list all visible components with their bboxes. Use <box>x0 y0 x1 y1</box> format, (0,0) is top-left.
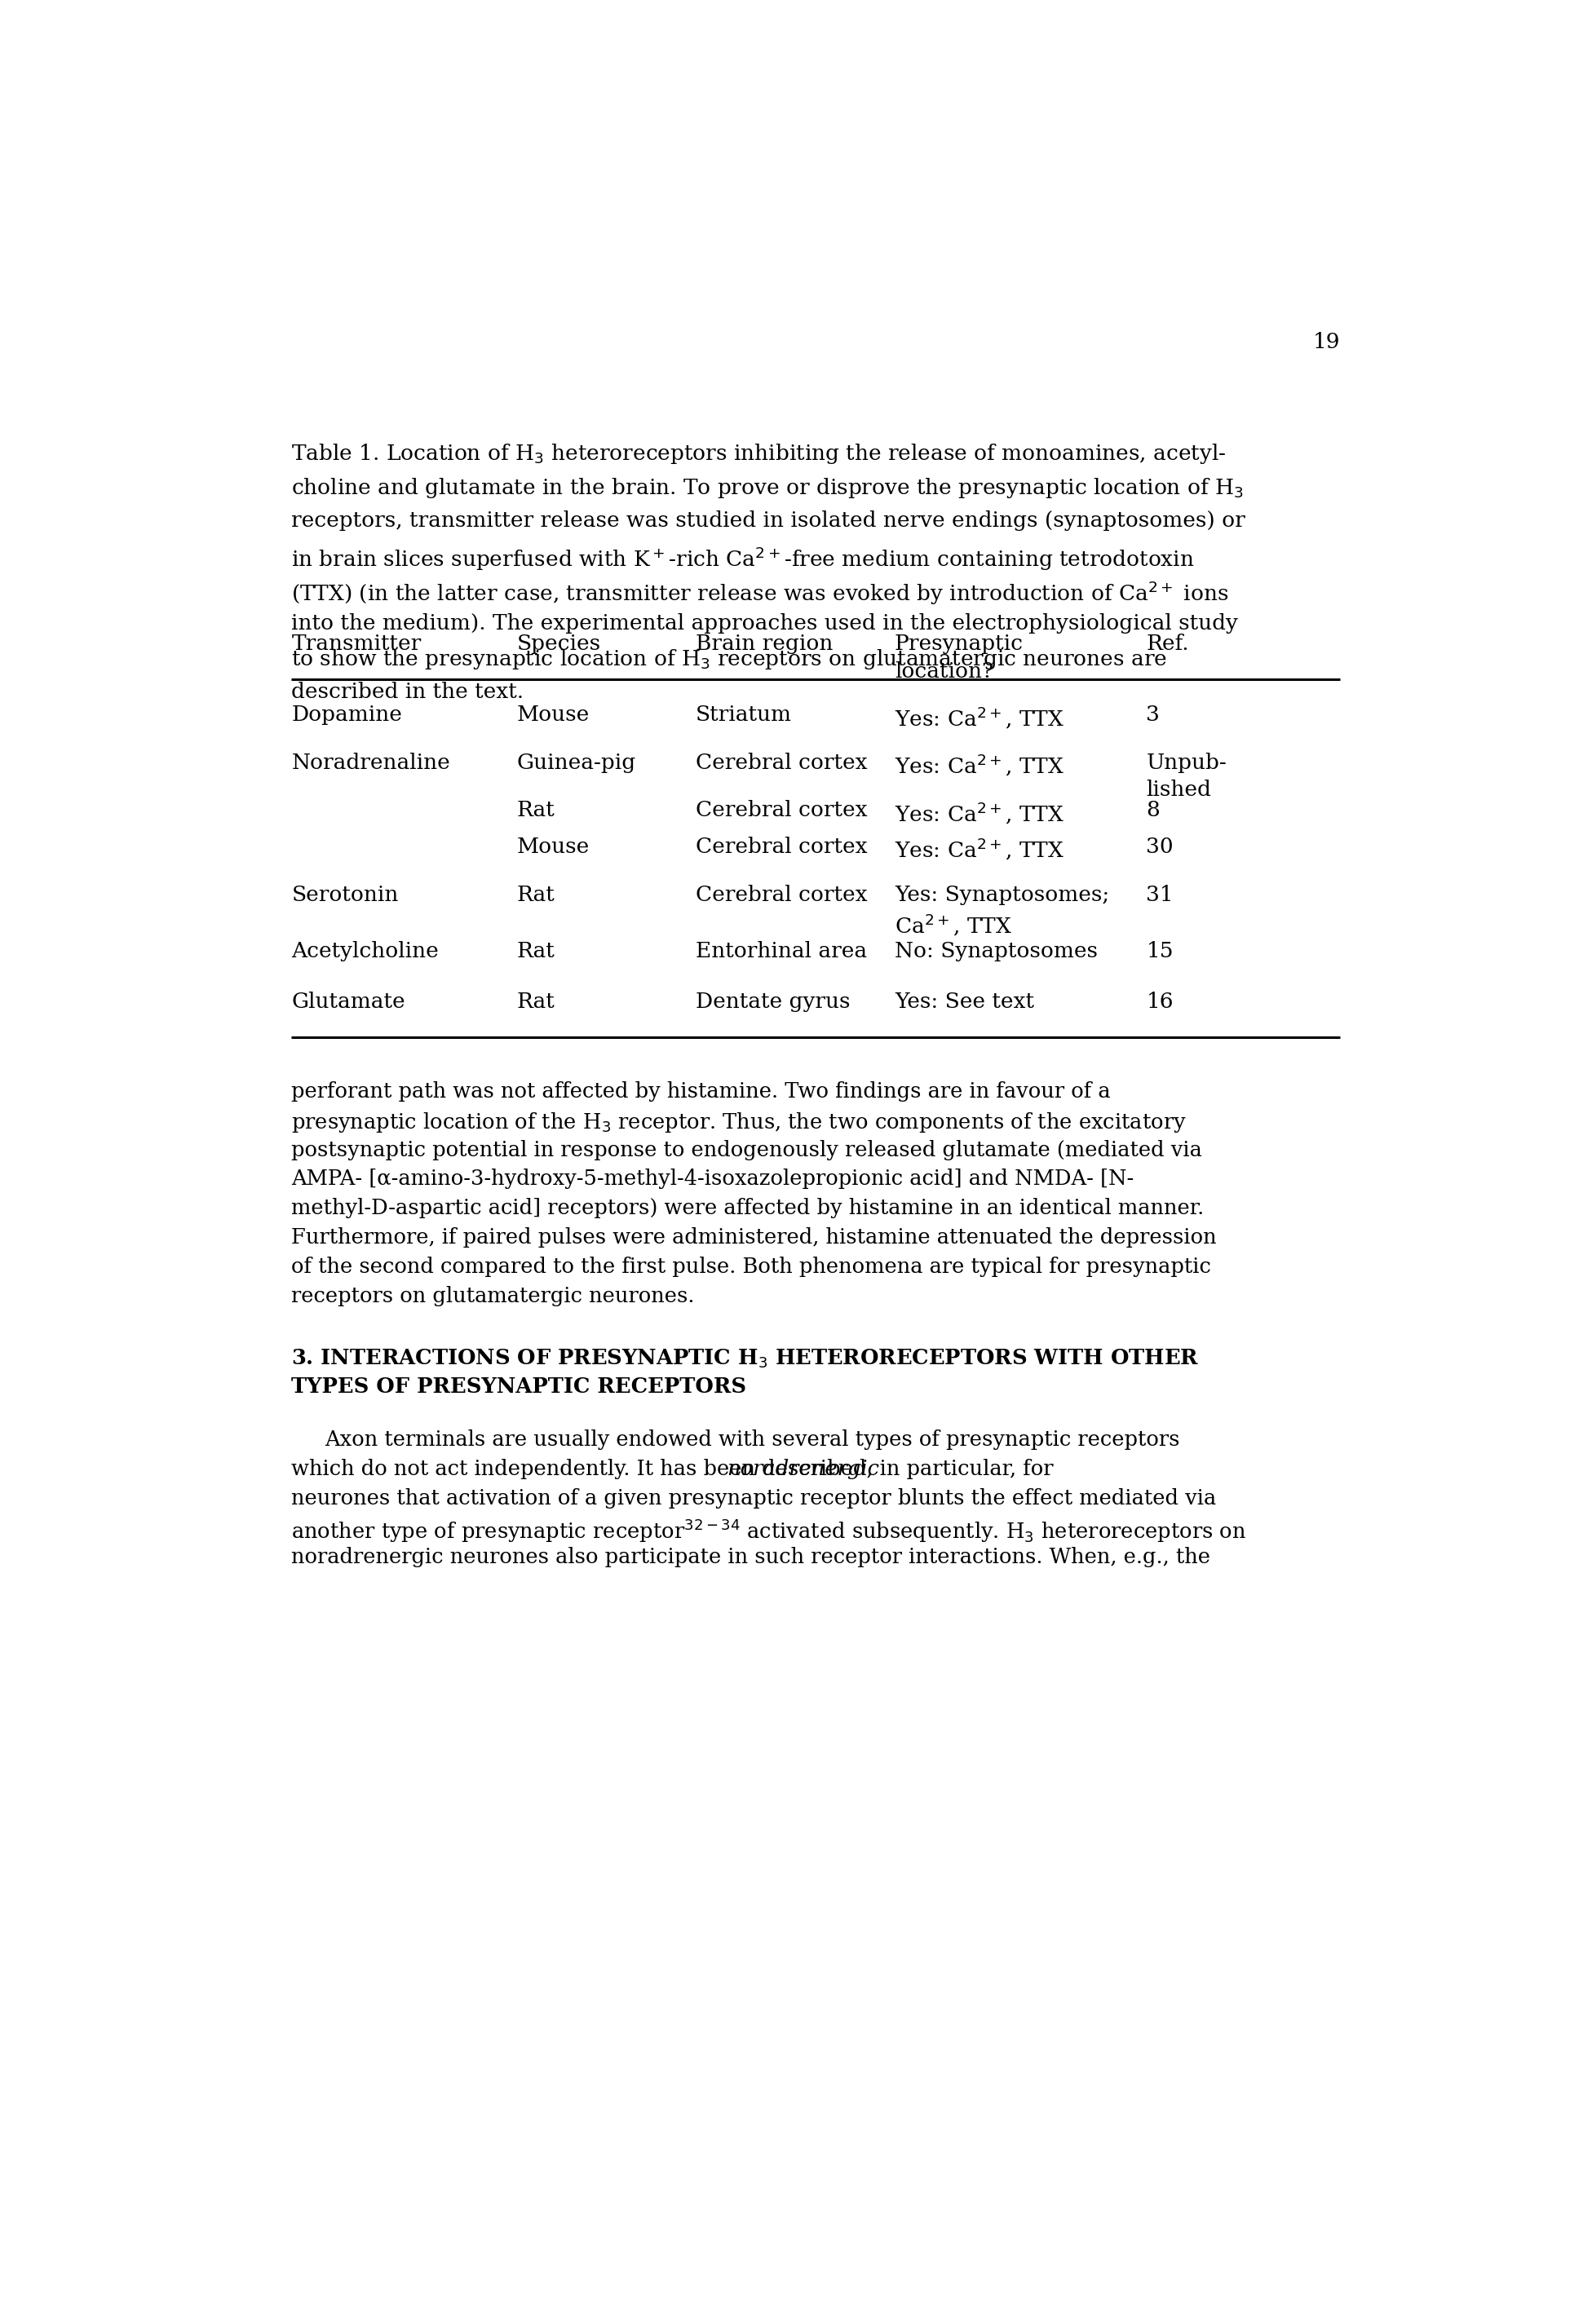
Text: Cerebral cortex: Cerebral cortex <box>696 837 868 858</box>
Text: Yes: Ca$^{2+}$, TTX: Yes: Ca$^{2+}$, TTX <box>895 837 1063 862</box>
Text: of the second compared to the first pulse. Both phenomena are typical for presyn: of the second compared to the first puls… <box>291 1257 1212 1276</box>
Text: Glutamate: Glutamate <box>291 992 406 1011</box>
Text: Unpub-: Unpub- <box>1146 753 1227 772</box>
Text: into the medium). The experimental approaches used in the electrophysiological s: into the medium). The experimental appro… <box>291 614 1239 634</box>
Text: 30: 30 <box>1146 837 1173 858</box>
Text: Ref.: Ref. <box>1146 634 1189 653</box>
Text: Presynaptic: Presynaptic <box>895 634 1024 653</box>
Text: Rat: Rat <box>517 941 556 962</box>
Text: Furthermore, if paired pulses were administered, histamine attenuated the depres: Furthermore, if paired pulses were admin… <box>291 1227 1216 1248</box>
Text: (TTX) (in the latter case, transmitter release was evoked by introduction of Ca$: (TTX) (in the latter case, transmitter r… <box>291 579 1229 607</box>
Text: Rat: Rat <box>517 885 556 904</box>
Text: noradrenergic: noradrenergic <box>726 1459 879 1480</box>
Text: presynaptic location of the H$_3$ receptor. Thus, the two components of the exci: presynaptic location of the H$_3$ recept… <box>291 1111 1188 1134</box>
Text: Mouse: Mouse <box>517 837 589 858</box>
Text: 19: 19 <box>1313 332 1340 353</box>
Text: 3. INTERACTIONS OF PRESYNAPTIC H$_3$ HETERORECEPTORS WITH OTHER: 3. INTERACTIONS OF PRESYNAPTIC H$_3$ HET… <box>291 1348 1200 1369</box>
Text: to show the presynaptic location of H$_3$ receptors on glutamatergic neurones ar: to show the presynaptic location of H$_3… <box>291 648 1167 672</box>
Text: Entorhinal area: Entorhinal area <box>696 941 866 962</box>
Text: Axon terminals are usually endowed with several types of presynaptic receptors: Axon terminals are usually endowed with … <box>325 1429 1180 1450</box>
Text: Transmitter: Transmitter <box>291 634 422 653</box>
Text: AMPA- [α-amino-3-hydroxy-5-methyl-4-isoxazolepropionic acid] and NMDA- [N-: AMPA- [α-amino-3-hydroxy-5-methyl-4-isox… <box>291 1169 1134 1190</box>
Text: receptors on glutamatergic neurones.: receptors on glutamatergic neurones. <box>291 1285 694 1306</box>
Text: Rat: Rat <box>517 799 556 820</box>
Text: 31: 31 <box>1146 885 1173 904</box>
Text: Mouse: Mouse <box>517 704 589 725</box>
Text: perforant path was not affected by histamine. Two findings are in favour of a: perforant path was not affected by hista… <box>291 1081 1111 1102</box>
Text: location?: location? <box>895 662 993 681</box>
Text: neurones that activation of a given presynaptic receptor blunts the effect media: neurones that activation of a given pres… <box>291 1487 1216 1508</box>
Text: Yes: Ca$^{2+}$, TTX: Yes: Ca$^{2+}$, TTX <box>895 753 1063 779</box>
Text: Yes: Synaptosomes;: Yes: Synaptosomes; <box>895 885 1110 904</box>
Text: 15: 15 <box>1146 941 1173 962</box>
Text: Acetylcholine: Acetylcholine <box>291 941 439 962</box>
Text: noradrenergic neurones also participate in such receptor interactions. When, e.g: noradrenergic neurones also participate … <box>291 1545 1210 1566</box>
Text: Table 1. Location of H$_3$ heteroreceptors inhibiting the release of monoamines,: Table 1. Location of H$_3$ heterorecepto… <box>291 442 1226 465</box>
Text: choline and glutamate in the brain. To prove or disprove the presynaptic locatio: choline and glutamate in the brain. To p… <box>291 476 1243 500</box>
Text: Species: Species <box>517 634 602 653</box>
Text: methyl-D-aspartic acid] receptors) were affected by histamine in an identical ma: methyl-D-aspartic acid] receptors) were … <box>291 1199 1205 1218</box>
Text: Yes: Ca$^{2+}$, TTX: Yes: Ca$^{2+}$, TTX <box>895 704 1063 730</box>
Text: TYPES OF PRESYNAPTIC RECEPTORS: TYPES OF PRESYNAPTIC RECEPTORS <box>291 1376 747 1397</box>
Text: 3: 3 <box>1146 704 1161 725</box>
Text: Serotonin: Serotonin <box>291 885 398 904</box>
Text: receptors, transmitter release was studied in isolated nerve endings (synaptosom: receptors, transmitter release was studi… <box>291 511 1245 530</box>
Text: Ca$^{2+}$, TTX: Ca$^{2+}$, TTX <box>895 913 1013 939</box>
Text: described in the text.: described in the text. <box>291 681 524 702</box>
Text: 16: 16 <box>1146 992 1173 1011</box>
Text: 8: 8 <box>1146 799 1161 820</box>
Text: Cerebral cortex: Cerebral cortex <box>696 885 868 904</box>
Text: Brain region: Brain region <box>696 634 833 653</box>
Text: Cerebral cortex: Cerebral cortex <box>696 753 868 772</box>
Text: lished: lished <box>1146 781 1212 799</box>
Text: Guinea-pig: Guinea-pig <box>517 753 637 772</box>
Text: Dopamine: Dopamine <box>291 704 403 725</box>
Text: Rat: Rat <box>517 992 556 1011</box>
Text: Yes: See text: Yes: See text <box>895 992 1035 1011</box>
Text: Noradrenaline: Noradrenaline <box>291 753 451 772</box>
Text: in brain slices superfused with K$^+$-rich Ca$^{2+}$-free medium containing tetr: in brain slices superfused with K$^+$-ri… <box>291 544 1194 572</box>
Text: No: Synaptosomes: No: Synaptosomes <box>895 941 1097 962</box>
Text: Striatum: Striatum <box>696 704 791 725</box>
Text: Yes: Ca$^{2+}$, TTX: Yes: Ca$^{2+}$, TTX <box>895 799 1063 825</box>
Text: postsynaptic potential in response to endogenously released glutamate (mediated : postsynaptic potential in response to en… <box>291 1139 1202 1160</box>
Text: another type of presynaptic receptor$^{32-34}$ activated subsequently. H$_3$ het: another type of presynaptic receptor$^{3… <box>291 1518 1247 1545</box>
Text: which do not act independently. It has been described, in particular, for: which do not act independently. It has b… <box>291 1459 1060 1480</box>
Text: Dentate gyrus: Dentate gyrus <box>696 992 850 1011</box>
Text: Cerebral cortex: Cerebral cortex <box>696 799 868 820</box>
